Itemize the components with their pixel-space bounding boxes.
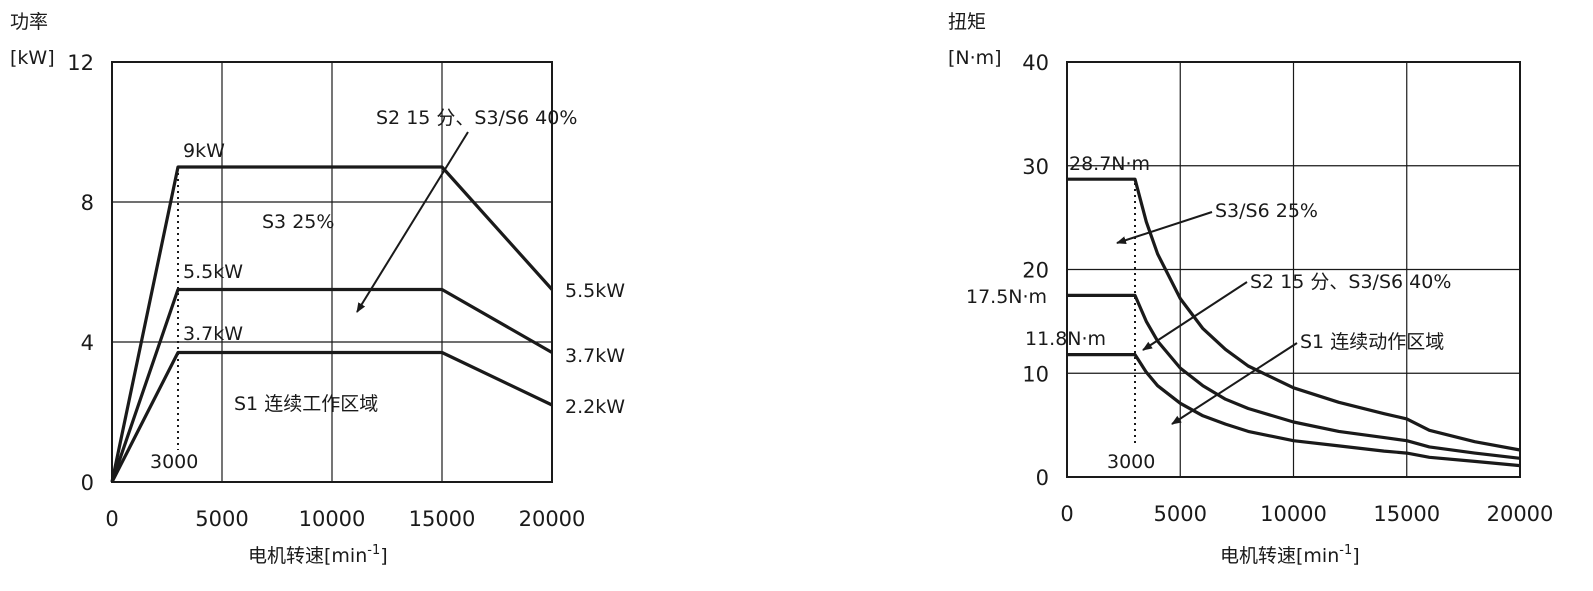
- torque-grid: [1067, 62, 1520, 477]
- torque-chart: 扭矩 [N·m] 0 5000 10000 15000 20000 010203040 …: [948, 11, 1553, 567]
- torque-y-title: 扭矩: [948, 11, 986, 33]
- torque-region-s1-label: S1 连续动作区域: [1300, 331, 1444, 353]
- power-grid: [112, 62, 552, 482]
- power-region-s1-label: S1 连续工作区域: [234, 393, 378, 415]
- torque-region-s1-arrow: [1171, 342, 1298, 425]
- power-x-tick-label: 10000: [299, 507, 366, 531]
- torque-x-title-main: 电机转速[min: [1220, 545, 1339, 567]
- torque-y-tick-label: 10: [1022, 362, 1049, 386]
- power-y-ticks: 0 4 8 12: [67, 51, 94, 495]
- power-region-s2-arrow: [356, 131, 469, 313]
- torque-x-tick-label: 0: [1060, 502, 1073, 526]
- torque-x-title-end: ]: [1352, 545, 1359, 567]
- torque-y-tick-label: 30: [1022, 155, 1049, 179]
- torque-region-s3-arrow: [1116, 211, 1213, 245]
- torque-x-tick-label: 20000: [1487, 502, 1554, 526]
- torque-peak-label-s2: 17.5N·m: [966, 286, 1047, 308]
- power-series-line-2: [110, 287, 553, 483]
- torque-y-unit: [N·m]: [948, 47, 1002, 69]
- torque-peak-label-s3: 28.7N·m: [1069, 153, 1150, 175]
- power-y-tick-label: 8: [81, 191, 94, 215]
- torque-peak-label-s1: 11.8N·m: [1025, 328, 1106, 350]
- torque-x-tick-label: 10000: [1260, 502, 1327, 526]
- power-x-title-end: ]: [380, 545, 387, 567]
- torque-y-tick-label: 0: [1036, 466, 1049, 490]
- power-y-title: 功率: [10, 11, 48, 33]
- torque-x-title-sup: -1: [1339, 543, 1352, 558]
- power-peak-label-s3: 9kW: [183, 140, 225, 162]
- power-end-label-s1: 2.2kW: [565, 396, 625, 418]
- power-region-s3-label: S3 25%: [262, 211, 334, 233]
- torque-series-line-2: [1067, 293, 1521, 460]
- power-x-ticks: 0 5000 10000 15000 20000: [105, 507, 585, 531]
- power-x-tick-label: 5000: [195, 507, 248, 531]
- torque-x-tick-label: 15000: [1373, 502, 1440, 526]
- power-y-tick-label: 0: [81, 471, 94, 495]
- power-x-title-main: 电机转速[min: [248, 545, 367, 567]
- torque-x-ticks: 0 5000 10000 15000 20000: [1060, 502, 1553, 526]
- torque-region-s3-label: S3/S6 25%: [1215, 200, 1318, 222]
- power-y-tick-label: 12: [67, 51, 94, 75]
- power-peak-label-s1: 3.7kW: [183, 323, 243, 345]
- power-series-line-3: [110, 350, 553, 483]
- torque-series-line-3: [1067, 353, 1521, 468]
- torque-y-tick-label: 20: [1022, 259, 1049, 283]
- power-x-title-sup: -1: [367, 543, 380, 558]
- power-series-line-1: [110, 165, 554, 483]
- power-x-tick-label: 15000: [409, 507, 476, 531]
- power-end-label-s3: 5.5kW: [565, 280, 625, 302]
- torque-y-ticks: 0 10 20 30 40: [1022, 51, 1049, 490]
- power-peak-label-s2: 5.5kW: [183, 261, 243, 283]
- power-x-tick-label: 20000: [519, 507, 586, 531]
- torque-y-tick-label: 40: [1022, 51, 1049, 75]
- power-y-tick-label: 4: [81, 331, 94, 355]
- torque-x-tick-label: 5000: [1154, 502, 1207, 526]
- torque-base-speed-label: 3000: [1107, 451, 1155, 473]
- torque-region-s2-arrow: [1142, 281, 1248, 351]
- power-end-label-s2: 3.7kW: [565, 345, 625, 367]
- power-region-s2-label: S2 15 分、S3/S6 40%: [376, 107, 577, 129]
- power-base-speed-label: 3000: [150, 451, 198, 473]
- torque-plot-frame: [1066, 61, 1521, 478]
- power-plot-frame: [111, 61, 553, 483]
- torque-region-s2-label: S2 15 分、S3/S6 40%: [1250, 271, 1451, 293]
- power-y-unit: [kW]: [10, 47, 55, 69]
- power-series-lines: [110, 165, 554, 483]
- power-x-title: 电机转速[min-1]: [248, 543, 388, 567]
- power-x-tick-label: 0: [105, 507, 118, 531]
- torque-x-title: 电机转速[min-1]: [1220, 543, 1360, 567]
